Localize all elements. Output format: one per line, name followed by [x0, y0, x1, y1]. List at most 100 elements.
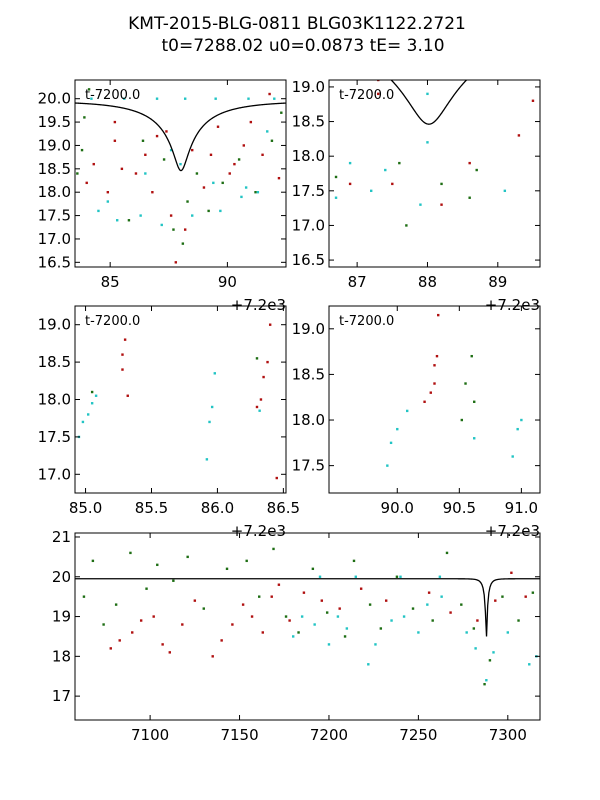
point-cyan: [438, 575, 442, 578]
x-tick-label: 90.5: [443, 499, 476, 517]
point-green: [280, 111, 283, 114]
point-green: [334, 175, 338, 179]
point-red: [277, 176, 281, 180]
x-tick-label: 7250: [399, 726, 437, 744]
point-red: [121, 353, 124, 356]
point-green: [172, 228, 175, 231]
point-red: [123, 338, 127, 341]
y-tick-label: 20: [52, 568, 71, 586]
point-cyan: [426, 603, 429, 606]
point-red: [228, 172, 231, 175]
point-green: [80, 148, 84, 152]
point-red: [384, 599, 388, 602]
point-cyan: [417, 631, 420, 634]
point-cyan: [160, 223, 163, 227]
axes-frame: [74, 79, 287, 268]
panel-top-left: 85 90 16.5 17.0 17.5 18.0 18.5 19.0 19.5 20.0 t-72…: [38, 79, 287, 314]
point-green: [221, 181, 224, 185]
point-red: [255, 405, 259, 409]
y-tick-label: 18.5: [38, 160, 71, 178]
point-green: [83, 116, 86, 119]
point-red: [209, 153, 213, 156]
point-green: [127, 219, 131, 222]
y-tick-label: 21: [52, 528, 71, 546]
x-tick-label: 89: [488, 273, 507, 291]
y-tick-label: 17.5: [38, 428, 71, 446]
point-cyan: [106, 200, 110, 203]
point-cyan: [336, 615, 340, 618]
point-red: [435, 354, 439, 358]
point-cyan: [370, 189, 373, 193]
point-green: [311, 567, 315, 571]
point-red: [440, 203, 443, 206]
point-red: [270, 595, 273, 598]
point-cyan: [139, 214, 142, 217]
axes-frame: [328, 79, 541, 268]
point-green: [272, 547, 275, 551]
y-tick-label: 18.0: [292, 411, 325, 429]
point-red: [348, 182, 352, 186]
point-red: [268, 92, 271, 96]
x-tick-label: 86.0: [201, 499, 234, 517]
point-green: [460, 603, 463, 606]
point-cyan: [273, 97, 276, 100]
x-offset-label: +7.2e3: [231, 296, 286, 314]
point-cyan: [492, 651, 495, 654]
point-cyan: [247, 97, 250, 100]
model-curve: [390, 80, 468, 125]
x-tick-label: 88: [418, 273, 437, 291]
data-points: [76, 88, 283, 264]
x-tick-label: 7200: [310, 726, 348, 744]
point-green: [472, 627, 476, 630]
point-green: [162, 158, 166, 161]
point-cyan: [402, 615, 406, 618]
y-tick-label: 17: [52, 687, 71, 705]
point-green: [488, 659, 492, 662]
point-cyan: [528, 663, 531, 666]
point-red: [391, 182, 394, 186]
point-cyan: [212, 181, 215, 185]
data-points: [82, 547, 538, 686]
x-tick-label: 7150: [220, 726, 258, 744]
point-cyan: [386, 464, 389, 467]
point-red: [249, 120, 253, 124]
point-cyan: [396, 427, 399, 431]
panel-middle-left: 85.0 85.5 86.0 86.5 17.0 17.5 18.0 18.5 19.0 t-72…: [38, 305, 300, 540]
point-cyan: [300, 615, 304, 618]
point-red: [231, 623, 234, 626]
point-green: [186, 555, 189, 559]
point-cyan: [97, 209, 100, 213]
point-red: [183, 228, 187, 231]
point-red: [113, 139, 117, 142]
point-cyan: [155, 97, 159, 100]
point-cyan: [210, 405, 214, 409]
point-cyan: [318, 575, 322, 578]
point-cyan: [191, 214, 194, 217]
y-tick-label: 17.0: [38, 230, 71, 248]
figure-title-line1: KMT-2015-BLG-0811 BLG03K1122.2721: [128, 14, 466, 34]
point-green: [517, 619, 520, 622]
point-green: [440, 182, 443, 186]
axes-frame: [74, 305, 287, 494]
point-green: [368, 603, 372, 606]
point-red: [202, 186, 206, 189]
y-tick-label: 18.0: [38, 183, 71, 201]
point-cyan: [426, 92, 429, 96]
point-red: [510, 571, 513, 574]
model-curve: [329, 251, 540, 273]
point-red: [139, 619, 143, 622]
point-red: [268, 323, 272, 326]
point-red: [275, 476, 278, 480]
point-red: [259, 398, 263, 401]
y-tick-label: 20.0: [38, 90, 71, 108]
point-green: [460, 418, 464, 422]
point-red: [423, 400, 426, 403]
point-green: [245, 559, 248, 563]
point-red: [277, 583, 281, 586]
point-cyan: [123, 97, 126, 100]
inset-label: t-7200.0: [85, 88, 140, 103]
y-tick-label: 18.5: [38, 353, 71, 371]
point-red: [126, 394, 129, 397]
y-tick-label: 17.0: [38, 465, 71, 483]
